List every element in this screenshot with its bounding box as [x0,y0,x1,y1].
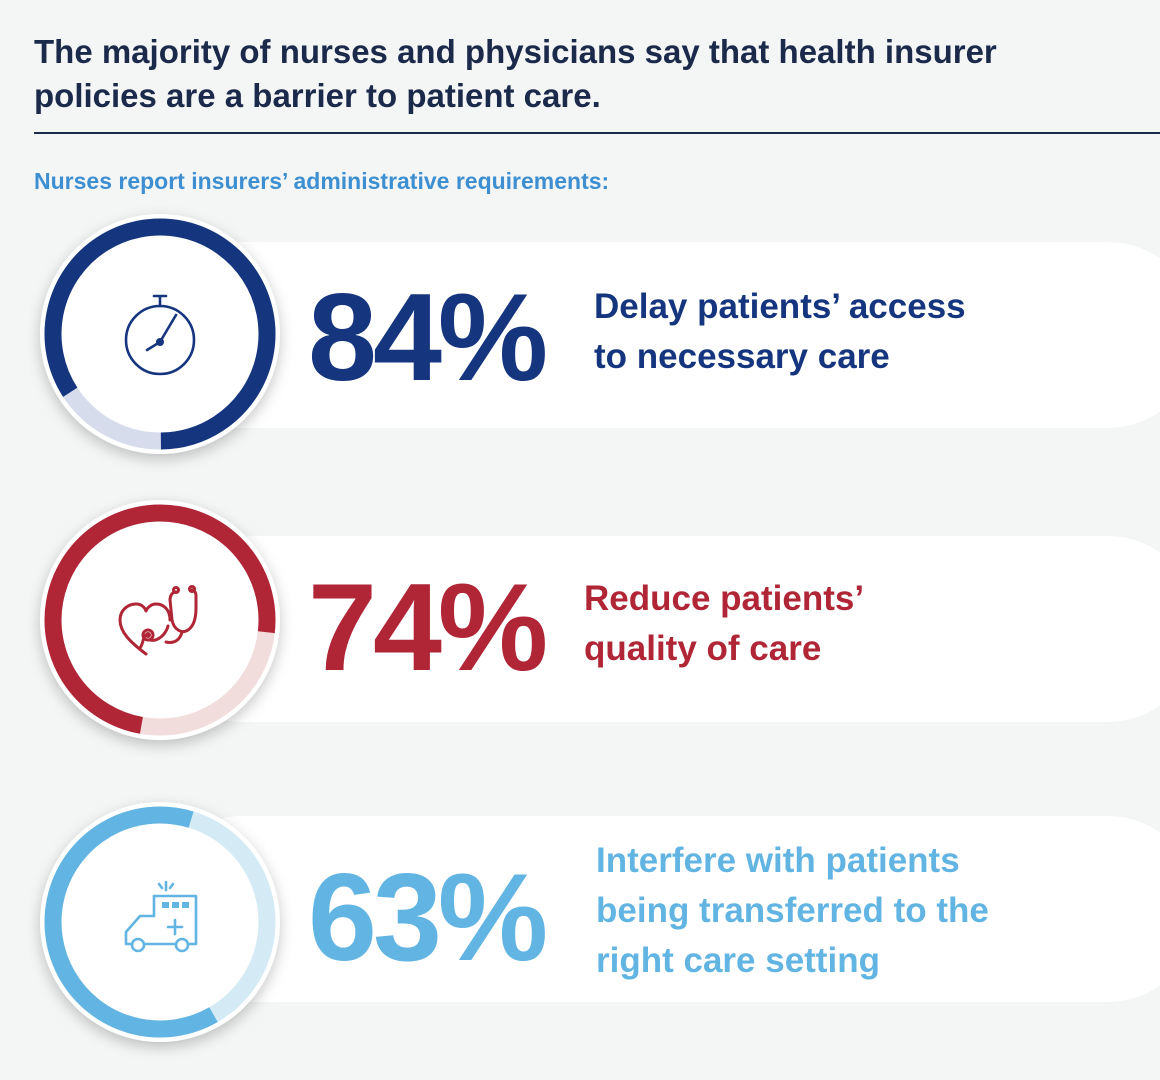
donut-chart-2 [40,500,280,740]
description-line: Reduce patients’ [584,579,865,618]
description-line: Delay patients’ access [594,287,966,326]
stopwatch-icon [124,294,196,376]
donut-ring-1 [30,204,290,464]
stat-row-1: 84% Delay patients’ access to necessary … [0,214,1160,458]
stat-row-3: 63% Interfere with patients being transf… [0,802,1160,1064]
donut-ring-3 [30,792,290,1052]
description-line: quality of care [584,629,822,668]
page-title: The majority of nurses and physicians sa… [34,33,997,114]
donut-ring-2 [30,490,290,750]
donut-chart-1 [40,214,280,454]
heart-stethoscope-icon [118,585,198,656]
stat-pill-background [150,536,1160,722]
stat-description: Interfere with patients being transferre… [596,836,1116,986]
donut-value-arc-2 [44,504,276,736]
stat-row-2: 74% Reduce patients’ quality of care [0,500,1160,740]
donut-value-arc-3 [44,806,276,1038]
percent-value: 74% [308,559,548,697]
description-line: to necessary care [594,337,890,376]
subtitle: Nurses report insurers’ administrative r… [34,168,610,194]
donut-value-arc-1 [44,218,276,450]
stat-description: Reduce patients’ quality of care [584,574,1064,674]
ambulance-icon [124,880,198,953]
title-divider [34,132,1160,134]
percent-value: 63% [308,849,548,987]
description-line: being transferred to the [596,891,989,930]
stat-pill-background [150,816,1160,1002]
stat-description: Delay patients’ access to necessary care [594,282,1074,382]
stat-pill-background [150,242,1160,428]
description-line: right care setting [596,941,880,980]
donut-chart-3 [40,802,280,1042]
percent-value: 84% [308,269,548,407]
description-line: Interfere with patients [596,841,960,880]
